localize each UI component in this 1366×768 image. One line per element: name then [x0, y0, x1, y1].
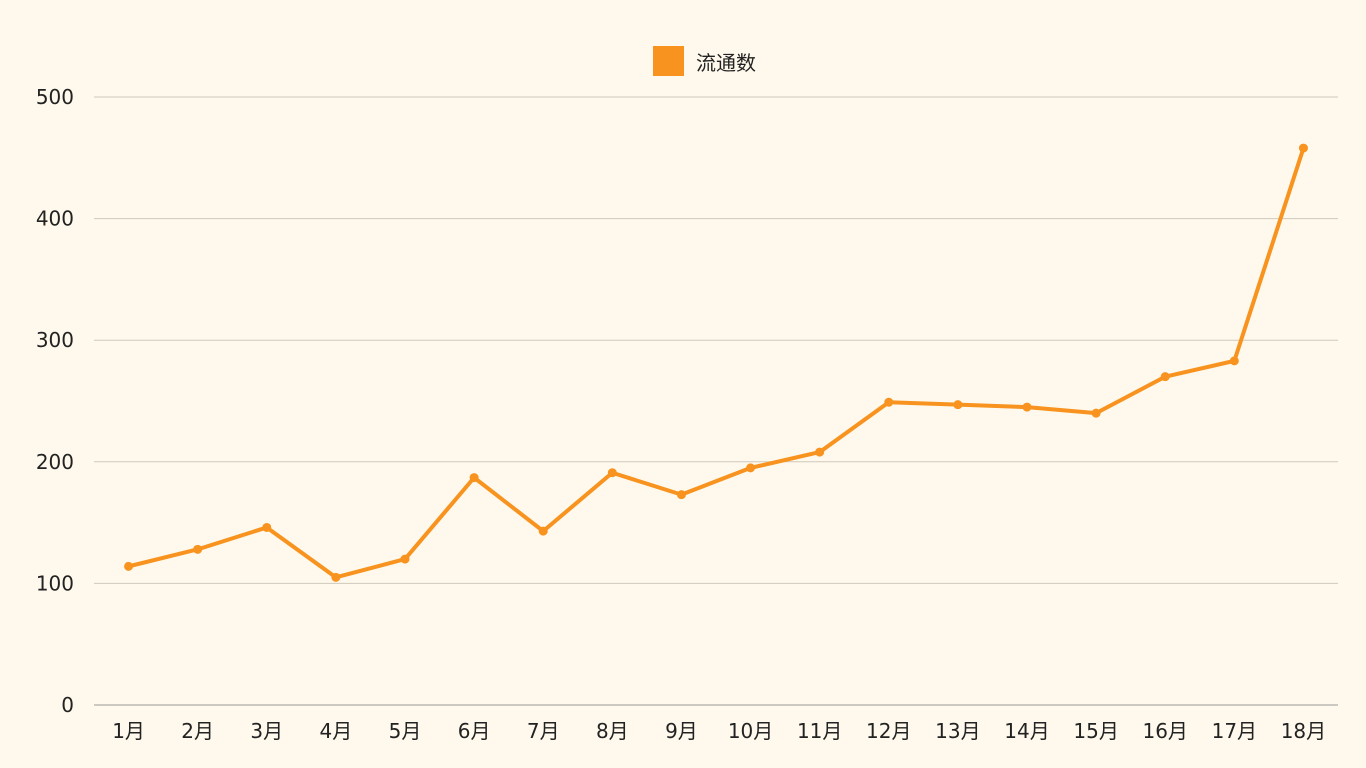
- legend-swatch: [653, 46, 684, 76]
- series-line: [128, 147, 1306, 580]
- x-tick-label: 2月: [181, 719, 214, 743]
- data-point[interactable]: [400, 554, 410, 564]
- y-tick-label: 0: [61, 693, 74, 717]
- series-group: [124, 143, 1308, 582]
- x-tick-label: 18月: [1281, 719, 1326, 743]
- x-tick-label: 6月: [458, 719, 491, 743]
- x-tick-label: 4月: [320, 719, 353, 743]
- data-point[interactable]: [1091, 408, 1101, 418]
- data-point[interactable]: [1298, 143, 1308, 153]
- y-tick-label: 200: [36, 450, 74, 474]
- data-point[interactable]: [262, 522, 272, 532]
- x-tick-label: 12月: [866, 719, 911, 743]
- data-point[interactable]: [746, 463, 756, 473]
- x-tick-label: 15月: [1073, 719, 1118, 743]
- data-point[interactable]: [193, 544, 203, 554]
- data-point[interactable]: [815, 447, 825, 457]
- x-tick-label: 8月: [596, 719, 629, 743]
- x-tick-label: 7月: [527, 719, 560, 743]
- data-point[interactable]: [607, 468, 617, 478]
- y-axis-ticks: 0 100 200 300 400 500: [36, 85, 74, 717]
- x-tick-label: 17月: [1212, 719, 1257, 743]
- x-axis-ticks: 1月 2月 3月 4月 5月 6月 7月 8月 9月 10月 11月 12月 13月 14月 15月 16月 1…: [112, 719, 1326, 743]
- y-tick-label: 100: [36, 571, 74, 595]
- y-tick-label: 500: [36, 85, 74, 109]
- data-point[interactable]: [884, 397, 894, 407]
- data-point[interactable]: [469, 473, 479, 483]
- legend[interactable]: 流通数: [653, 46, 756, 76]
- legend-label: 流通数: [696, 51, 756, 75]
- x-tick-label: 9月: [665, 719, 698, 743]
- x-tick-label: 16月: [1142, 719, 1187, 743]
- grid-lines: [94, 96, 1338, 706]
- x-tick-label: 11月: [797, 719, 842, 743]
- y-tick-label: 400: [36, 207, 74, 231]
- x-tick-label: 13月: [935, 719, 980, 743]
- data-point[interactable]: [1022, 402, 1032, 412]
- y-tick-label: 300: [36, 328, 74, 352]
- data-point[interactable]: [331, 572, 341, 582]
- x-tick-label: 3月: [250, 719, 283, 743]
- data-point[interactable]: [538, 526, 548, 536]
- x-tick-label: 14月: [1004, 719, 1049, 743]
- x-tick-label: 5月: [389, 719, 422, 743]
- data-point[interactable]: [1160, 372, 1170, 382]
- data-point[interactable]: [1229, 356, 1239, 366]
- data-point[interactable]: [953, 400, 963, 410]
- x-tick-label: 1月: [112, 719, 145, 743]
- data-point[interactable]: [676, 490, 686, 500]
- x-tick-label: 10月: [728, 719, 773, 743]
- data-point[interactable]: [124, 561, 134, 571]
